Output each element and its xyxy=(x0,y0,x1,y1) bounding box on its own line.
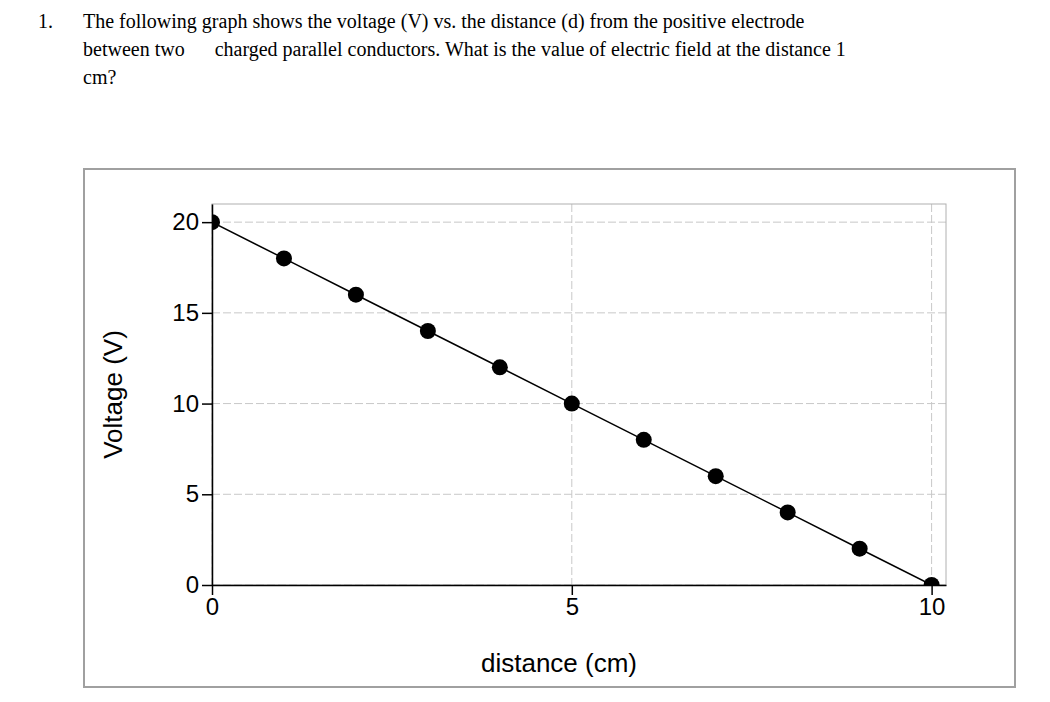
axis-line xyxy=(212,205,214,586)
grid-line-x xyxy=(931,204,932,585)
question-line: between two charged parallel conductors.… xyxy=(83,38,846,61)
data-point xyxy=(708,468,724,484)
tick-label: 5 xyxy=(566,593,579,620)
data-point xyxy=(212,214,220,230)
grid-line-y xyxy=(212,494,946,495)
question-line: The following graph shows the voltage (V… xyxy=(83,10,805,33)
tick-label: 10 xyxy=(172,390,199,417)
tick: 20 xyxy=(172,208,212,235)
grid-line-y xyxy=(212,312,946,313)
tick-mark xyxy=(202,403,212,405)
data-point xyxy=(276,250,292,266)
tick: 5 xyxy=(186,480,212,507)
data-point xyxy=(564,396,580,412)
data-point xyxy=(492,359,508,375)
x-axis: 0 5 10 xyxy=(206,585,947,620)
tick-label: 5 xyxy=(186,480,199,507)
tick: 5 xyxy=(566,585,579,620)
data-line xyxy=(212,222,932,585)
tick: 10 xyxy=(919,585,946,620)
plot-area xyxy=(212,214,940,585)
tick-label: 10 xyxy=(919,593,946,620)
tick-mark xyxy=(202,494,212,496)
tick-label: 0 xyxy=(186,571,199,598)
chart-box xyxy=(84,169,1015,687)
page: 1. The following graph shows the voltage … xyxy=(0,0,1050,702)
tick-label: 20 xyxy=(172,208,199,235)
data-point xyxy=(636,432,652,448)
tick: 15 xyxy=(172,299,212,326)
question-number: 1. xyxy=(38,10,53,32)
question-line: cm? xyxy=(83,66,116,88)
tick-mark xyxy=(202,313,212,315)
grid-line-x xyxy=(571,204,572,585)
y-axis: 0 5 10 15 20 xyxy=(172,205,212,599)
tick-mark xyxy=(202,222,212,224)
y-axis-title: Voltage (V) xyxy=(98,330,128,459)
tick-label: 15 xyxy=(172,299,199,326)
tick-label: 0 xyxy=(206,593,219,620)
tick-mark xyxy=(202,585,212,587)
data-point xyxy=(348,287,364,303)
data-point xyxy=(924,577,940,585)
tick: 10 xyxy=(172,390,212,417)
plot-frame xyxy=(212,204,946,585)
x-axis-title: distance (cm) xyxy=(481,648,637,678)
axis-line xyxy=(213,585,947,587)
data-point xyxy=(420,323,436,339)
grid xyxy=(212,204,946,585)
data-point xyxy=(852,541,868,557)
data-point xyxy=(780,504,796,520)
grid-line-y xyxy=(212,222,946,223)
tick: 0 xyxy=(186,571,212,598)
tick: 0 xyxy=(206,585,219,620)
